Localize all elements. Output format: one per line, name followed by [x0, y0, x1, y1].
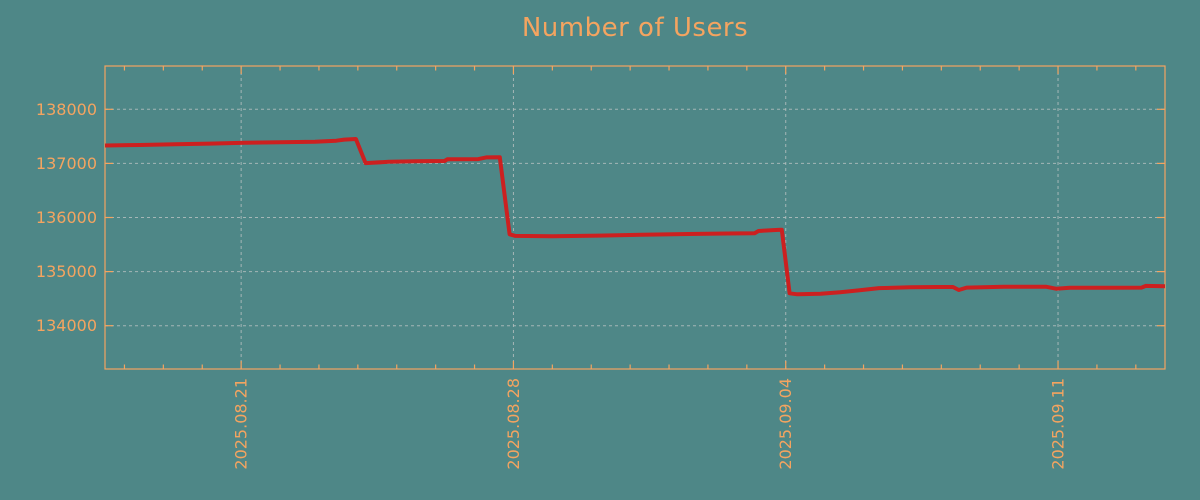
chart-title: Number of Users	[521, 13, 749, 43]
x-tick-label: 2025.09.11	[1049, 378, 1068, 470]
y-tick-label: 138000	[36, 100, 97, 119]
x-tick-label: 2025.08.21	[232, 378, 251, 470]
gridlines	[105, 66, 1165, 369]
y-tick-label: 135000	[36, 262, 97, 281]
y-tick-label: 134000	[36, 316, 97, 335]
x-tick-label: 2025.09.04	[776, 378, 795, 470]
x-axis-labels: 2025.08.21 2025.08.28 2025.09.04 2025.09.11	[232, 378, 1068, 470]
y-tick-label: 137000	[36, 154, 97, 173]
users-series-line	[104, 137, 1166, 297]
y-axis-labels: 134000 135000 136000 137000 138000	[36, 100, 97, 335]
axis-ticks	[105, 66, 1165, 369]
x-tick-label: 2025.08.28	[504, 378, 523, 470]
y-tick-label: 136000	[36, 208, 97, 227]
